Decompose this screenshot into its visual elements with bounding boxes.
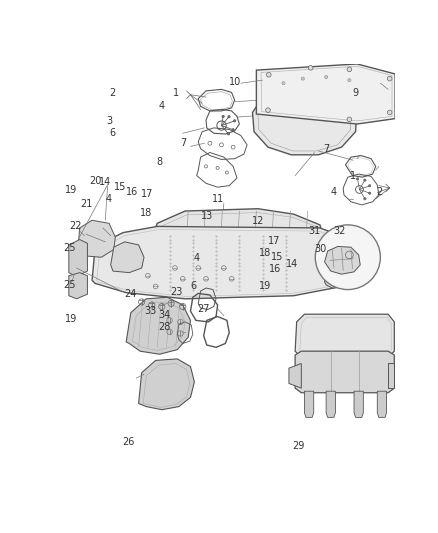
Text: 33: 33 bbox=[144, 306, 156, 316]
Text: 1: 1 bbox=[172, 88, 178, 98]
Text: 18: 18 bbox=[140, 208, 152, 219]
Text: 3: 3 bbox=[106, 116, 112, 126]
Polygon shape bbox=[212, 248, 214, 265]
Circle shape bbox=[363, 179, 365, 181]
Polygon shape bbox=[293, 259, 321, 273]
Polygon shape bbox=[198, 230, 220, 248]
Text: 19: 19 bbox=[65, 314, 77, 324]
Polygon shape bbox=[236, 230, 258, 248]
Polygon shape bbox=[387, 364, 393, 388]
Circle shape bbox=[346, 67, 351, 71]
Text: 4: 4 bbox=[159, 101, 165, 111]
Circle shape bbox=[386, 110, 391, 115]
Polygon shape bbox=[69, 239, 87, 277]
Circle shape bbox=[265, 108, 270, 112]
Text: 4: 4 bbox=[194, 253, 200, 263]
Text: 14: 14 bbox=[286, 259, 298, 269]
Polygon shape bbox=[353, 391, 363, 417]
Polygon shape bbox=[138, 359, 194, 410]
Text: 30: 30 bbox=[314, 245, 326, 254]
Text: 11: 11 bbox=[212, 193, 224, 204]
Polygon shape bbox=[324, 265, 350, 288]
Text: 24: 24 bbox=[124, 289, 136, 299]
Circle shape bbox=[227, 133, 229, 135]
Text: 18: 18 bbox=[258, 248, 271, 258]
Polygon shape bbox=[376, 391, 386, 417]
Text: 31: 31 bbox=[307, 227, 320, 237]
Circle shape bbox=[266, 72, 271, 77]
Circle shape bbox=[363, 198, 365, 200]
Text: 17: 17 bbox=[268, 236, 280, 246]
Polygon shape bbox=[294, 351, 393, 393]
Text: 2: 2 bbox=[109, 88, 115, 98]
Text: 7: 7 bbox=[180, 138, 186, 148]
Text: 25: 25 bbox=[63, 243, 75, 253]
Polygon shape bbox=[294, 314, 393, 357]
Text: 8: 8 bbox=[156, 157, 162, 167]
Polygon shape bbox=[92, 227, 355, 299]
Text: 20: 20 bbox=[88, 176, 101, 187]
Text: 6: 6 bbox=[109, 128, 115, 138]
Polygon shape bbox=[252, 80, 356, 155]
Text: 29: 29 bbox=[291, 441, 304, 451]
Polygon shape bbox=[288, 364, 300, 388]
Text: 1: 1 bbox=[349, 171, 355, 181]
Polygon shape bbox=[78, 220, 115, 257]
Text: 14: 14 bbox=[99, 177, 111, 187]
Text: 6: 6 bbox=[190, 281, 196, 292]
Circle shape bbox=[314, 225, 379, 289]
Text: 4: 4 bbox=[330, 187, 336, 197]
Circle shape bbox=[367, 184, 370, 187]
Circle shape bbox=[367, 192, 370, 195]
Polygon shape bbox=[110, 242, 144, 273]
Polygon shape bbox=[146, 209, 325, 276]
Polygon shape bbox=[69, 273, 87, 299]
Circle shape bbox=[231, 128, 234, 131]
Polygon shape bbox=[304, 391, 313, 417]
Text: 25: 25 bbox=[63, 280, 75, 290]
Polygon shape bbox=[242, 248, 244, 265]
Circle shape bbox=[307, 66, 312, 70]
Circle shape bbox=[356, 177, 358, 180]
Text: 21: 21 bbox=[80, 199, 92, 209]
Text: 4: 4 bbox=[105, 193, 111, 204]
Text: 23: 23 bbox=[170, 287, 183, 297]
Text: 27: 27 bbox=[197, 304, 210, 314]
Text: 34: 34 bbox=[158, 310, 170, 320]
Text: 19: 19 bbox=[65, 184, 77, 195]
Circle shape bbox=[227, 116, 230, 118]
Polygon shape bbox=[205, 248, 207, 265]
Circle shape bbox=[386, 76, 391, 81]
Text: 15: 15 bbox=[114, 182, 126, 192]
Text: 19: 19 bbox=[258, 281, 271, 292]
Text: 16: 16 bbox=[268, 264, 281, 274]
Text: 28: 28 bbox=[158, 322, 170, 333]
Polygon shape bbox=[249, 248, 251, 265]
Text: 2: 2 bbox=[376, 187, 382, 197]
Circle shape bbox=[346, 117, 351, 122]
Text: 16: 16 bbox=[126, 187, 138, 197]
Text: 26: 26 bbox=[122, 437, 134, 447]
Polygon shape bbox=[162, 251, 195, 266]
Text: 22: 22 bbox=[69, 222, 81, 231]
Text: 13: 13 bbox=[201, 211, 213, 221]
Polygon shape bbox=[321, 242, 353, 273]
Polygon shape bbox=[256, 64, 394, 124]
Circle shape bbox=[233, 120, 235, 122]
Text: 15: 15 bbox=[270, 252, 282, 262]
Text: 7: 7 bbox=[322, 144, 329, 155]
Text: 9: 9 bbox=[351, 88, 357, 98]
Polygon shape bbox=[126, 297, 190, 354]
Polygon shape bbox=[324, 246, 360, 274]
Text: 10: 10 bbox=[229, 77, 241, 87]
Polygon shape bbox=[325, 391, 335, 417]
Text: 17: 17 bbox=[141, 189, 153, 199]
Circle shape bbox=[222, 115, 224, 118]
Text: 12: 12 bbox=[251, 216, 264, 226]
Text: 32: 32 bbox=[333, 227, 346, 237]
